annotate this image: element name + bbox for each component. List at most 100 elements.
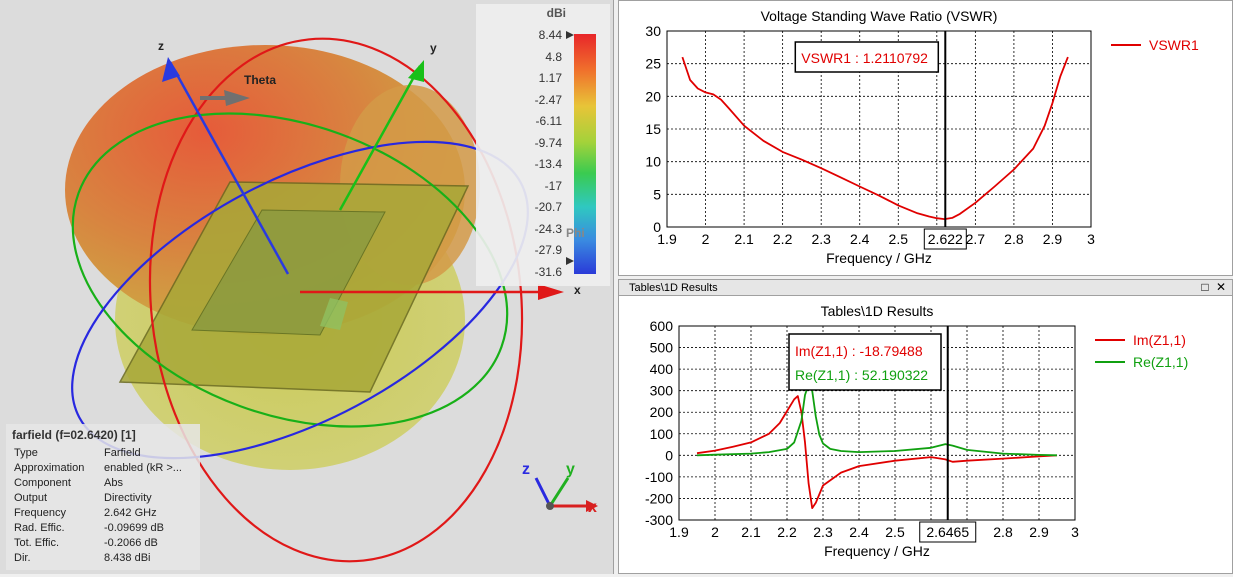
- vswr-chart[interactable]: Voltage Standing Wave Ratio (VSWR) 1.9 2 2.…: [619, 1, 1232, 275]
- colorbar-tick-label: -9.74: [534, 135, 562, 150]
- marker-box: [919, 521, 977, 543]
- close-button[interactable]: ✕: [1215, 280, 1227, 294]
- colorbar-tick-label: -20.7: [534, 200, 562, 214]
- colorbar-tick-label: -27.9: [534, 243, 562, 257]
- colorbar-tick-label: -31.6: [534, 264, 562, 279]
- axis-x-arrow: [538, 284, 564, 300]
- x-tick-label: 2.1: [734, 231, 754, 247]
- triad-x-label: x: [588, 499, 597, 516]
- info-value: 8.438 dBi: [104, 552, 151, 564]
- annotation-text-0: Im(Z1,1) : -18.79488: [795, 343, 923, 359]
- colorbar-gradient: [574, 34, 596, 274]
- farfield-3d-view[interactable]: z y x Theta x y z dBi 8.44 4.8 1.17 -2.47 -6…: [0, 0, 614, 574]
- y-tick-label: -200: [645, 490, 673, 506]
- chart-title: Voltage Standing Wave Ratio (VSWR): [761, 8, 998, 24]
- y-tick-label: 15: [645, 121, 661, 137]
- farfield-canvas[interactable]: z y x Theta x y z: [0, 0, 614, 574]
- marker-label: 2.622: [928, 231, 963, 247]
- x-tick-label: 2.5: [885, 524, 905, 540]
- info-row: Approximation enabled (kR >...: [6, 461, 200, 476]
- colorbar-tick-label: -13.4: [534, 157, 562, 171]
- y-tick-label: 300: [650, 383, 674, 399]
- x-tick-label: 2.4: [850, 231, 870, 247]
- y-tick-label: 0: [653, 219, 661, 235]
- info-value: -0.09699 dB: [104, 522, 164, 534]
- x-tick-label: 1.9: [657, 231, 677, 247]
- x-axis-label: Frequency / GHz: [826, 250, 932, 266]
- legend-label-0: Im(Z1,1): [1133, 332, 1186, 348]
- series-line-0: [681, 56, 1069, 220]
- y-tick-label: 600: [650, 318, 674, 334]
- axis-z-label: z: [158, 39, 164, 53]
- annotation-box: [794, 41, 940, 73]
- farfield-info-panel: farfield (f=02.6420) [1] Type Farfield App…: [6, 424, 200, 570]
- y-tick-label: 20: [645, 88, 661, 104]
- triad-y-label: y: [566, 461, 575, 478]
- y-tick-label: 30: [645, 23, 661, 39]
- y-tick-label: 400: [650, 361, 674, 377]
- vswr-chart-pane[interactable]: Voltage Standing Wave Ratio (VSWR) 1.9 2 2.…: [618, 0, 1233, 276]
- z-window-title: Tables\1D Results: [629, 282, 718, 294]
- colorbar-unit: dBi: [546, 6, 566, 20]
- antenna-feed: [320, 298, 348, 330]
- info-key: Rad. Effic.: [14, 522, 65, 534]
- z11-chart-pane[interactable]: Tables\1D Results1.922.12.22.32.42.52.62…: [618, 296, 1233, 574]
- axis-z-line: [168, 61, 290, 275]
- y-tick-label: 0: [665, 447, 673, 463]
- legend-label-0: VSWR1: [1149, 37, 1199, 53]
- x-tick-label: 3: [1087, 231, 1095, 247]
- x-tick-label: 2.8: [1004, 231, 1024, 247]
- info-key: Frequency: [14, 507, 66, 519]
- theta-label: Theta: [244, 73, 276, 87]
- annotation-text: VSWR1 : 1.2110792: [801, 50, 928, 66]
- x-tick-label: 2.2: [777, 524, 797, 540]
- axis-z-arrow: [162, 57, 180, 82]
- colorbar-max-marker: [566, 31, 574, 39]
- info-value: -0.2066 dB: [104, 537, 158, 549]
- z11-chart[interactable]: Tables\1D Results1.922.12.22.32.42.52.62…: [619, 296, 1232, 572]
- restore-button[interactable]: □: [1201, 280, 1209, 294]
- colorbar-cur-marker: [566, 257, 574, 265]
- colorbar-tick-label: 8.44: [538, 28, 562, 42]
- info-value: enabled (kR >...: [104, 462, 182, 474]
- chart-title: Tables\1D Results: [821, 303, 934, 319]
- axis-x-label: x: [574, 283, 581, 297]
- info-row: Tot. Effic. -0.2066 dB: [6, 536, 200, 551]
- x-tick-label: 2: [702, 231, 710, 247]
- info-row: Type Farfield: [6, 446, 200, 461]
- y-tick-label: 25: [645, 56, 661, 72]
- x-tick-label: 2.9: [1029, 524, 1049, 540]
- x-tick-label: 2.2: [773, 231, 793, 247]
- series-line-1: [696, 383, 1058, 457]
- marker-label: 2.6465: [926, 524, 969, 540]
- triad-z-label: z: [522, 461, 530, 478]
- info-key: Component: [14, 477, 71, 489]
- colorbar-tick-label: -24.3: [534, 221, 562, 236]
- x-tick-label: 2.3: [813, 524, 833, 540]
- y-tick-label: 5: [653, 186, 661, 202]
- x-tick-label: 2.5: [889, 231, 909, 247]
- y-tick-label: 10: [645, 154, 661, 170]
- info-key: Approximation: [14, 462, 85, 474]
- x-tick-label: 1.9: [669, 524, 689, 540]
- info-value: Abs: [104, 477, 123, 489]
- z-window-titlebar[interactable]: Tables\1D Results □ ✕: [618, 279, 1233, 296]
- x-tick-label: 2.7: [966, 231, 986, 247]
- colorbar-tick-label: 1.17: [538, 71, 562, 85]
- info-row: Output Directivity: [6, 491, 200, 506]
- series-line-0: [696, 395, 1058, 509]
- colorbar-svg: [566, 31, 596, 274]
- legend-label-1: Re(Z1,1): [1133, 354, 1188, 370]
- x-tick-label: 3: [1071, 524, 1079, 540]
- x-tick-label: 2.4: [849, 524, 869, 540]
- info-row: Dir. 8.438 dBi: [6, 551, 200, 566]
- x-tick-label: 2.9: [1043, 231, 1063, 247]
- orientation-triad[interactable]: x y z: [522, 461, 598, 516]
- info-rows: Type Farfield Approximation enabled (kR >..…: [6, 446, 200, 566]
- info-value: 2.642 GHz: [104, 507, 157, 519]
- y-tick-label: 100: [650, 426, 674, 442]
- theta-arrow: [224, 90, 250, 106]
- info-key: Output: [14, 492, 48, 504]
- info-row: Rad. Effic. -0.09699 dB: [6, 521, 200, 536]
- x-axis-label: Frequency / GHz: [824, 543, 930, 559]
